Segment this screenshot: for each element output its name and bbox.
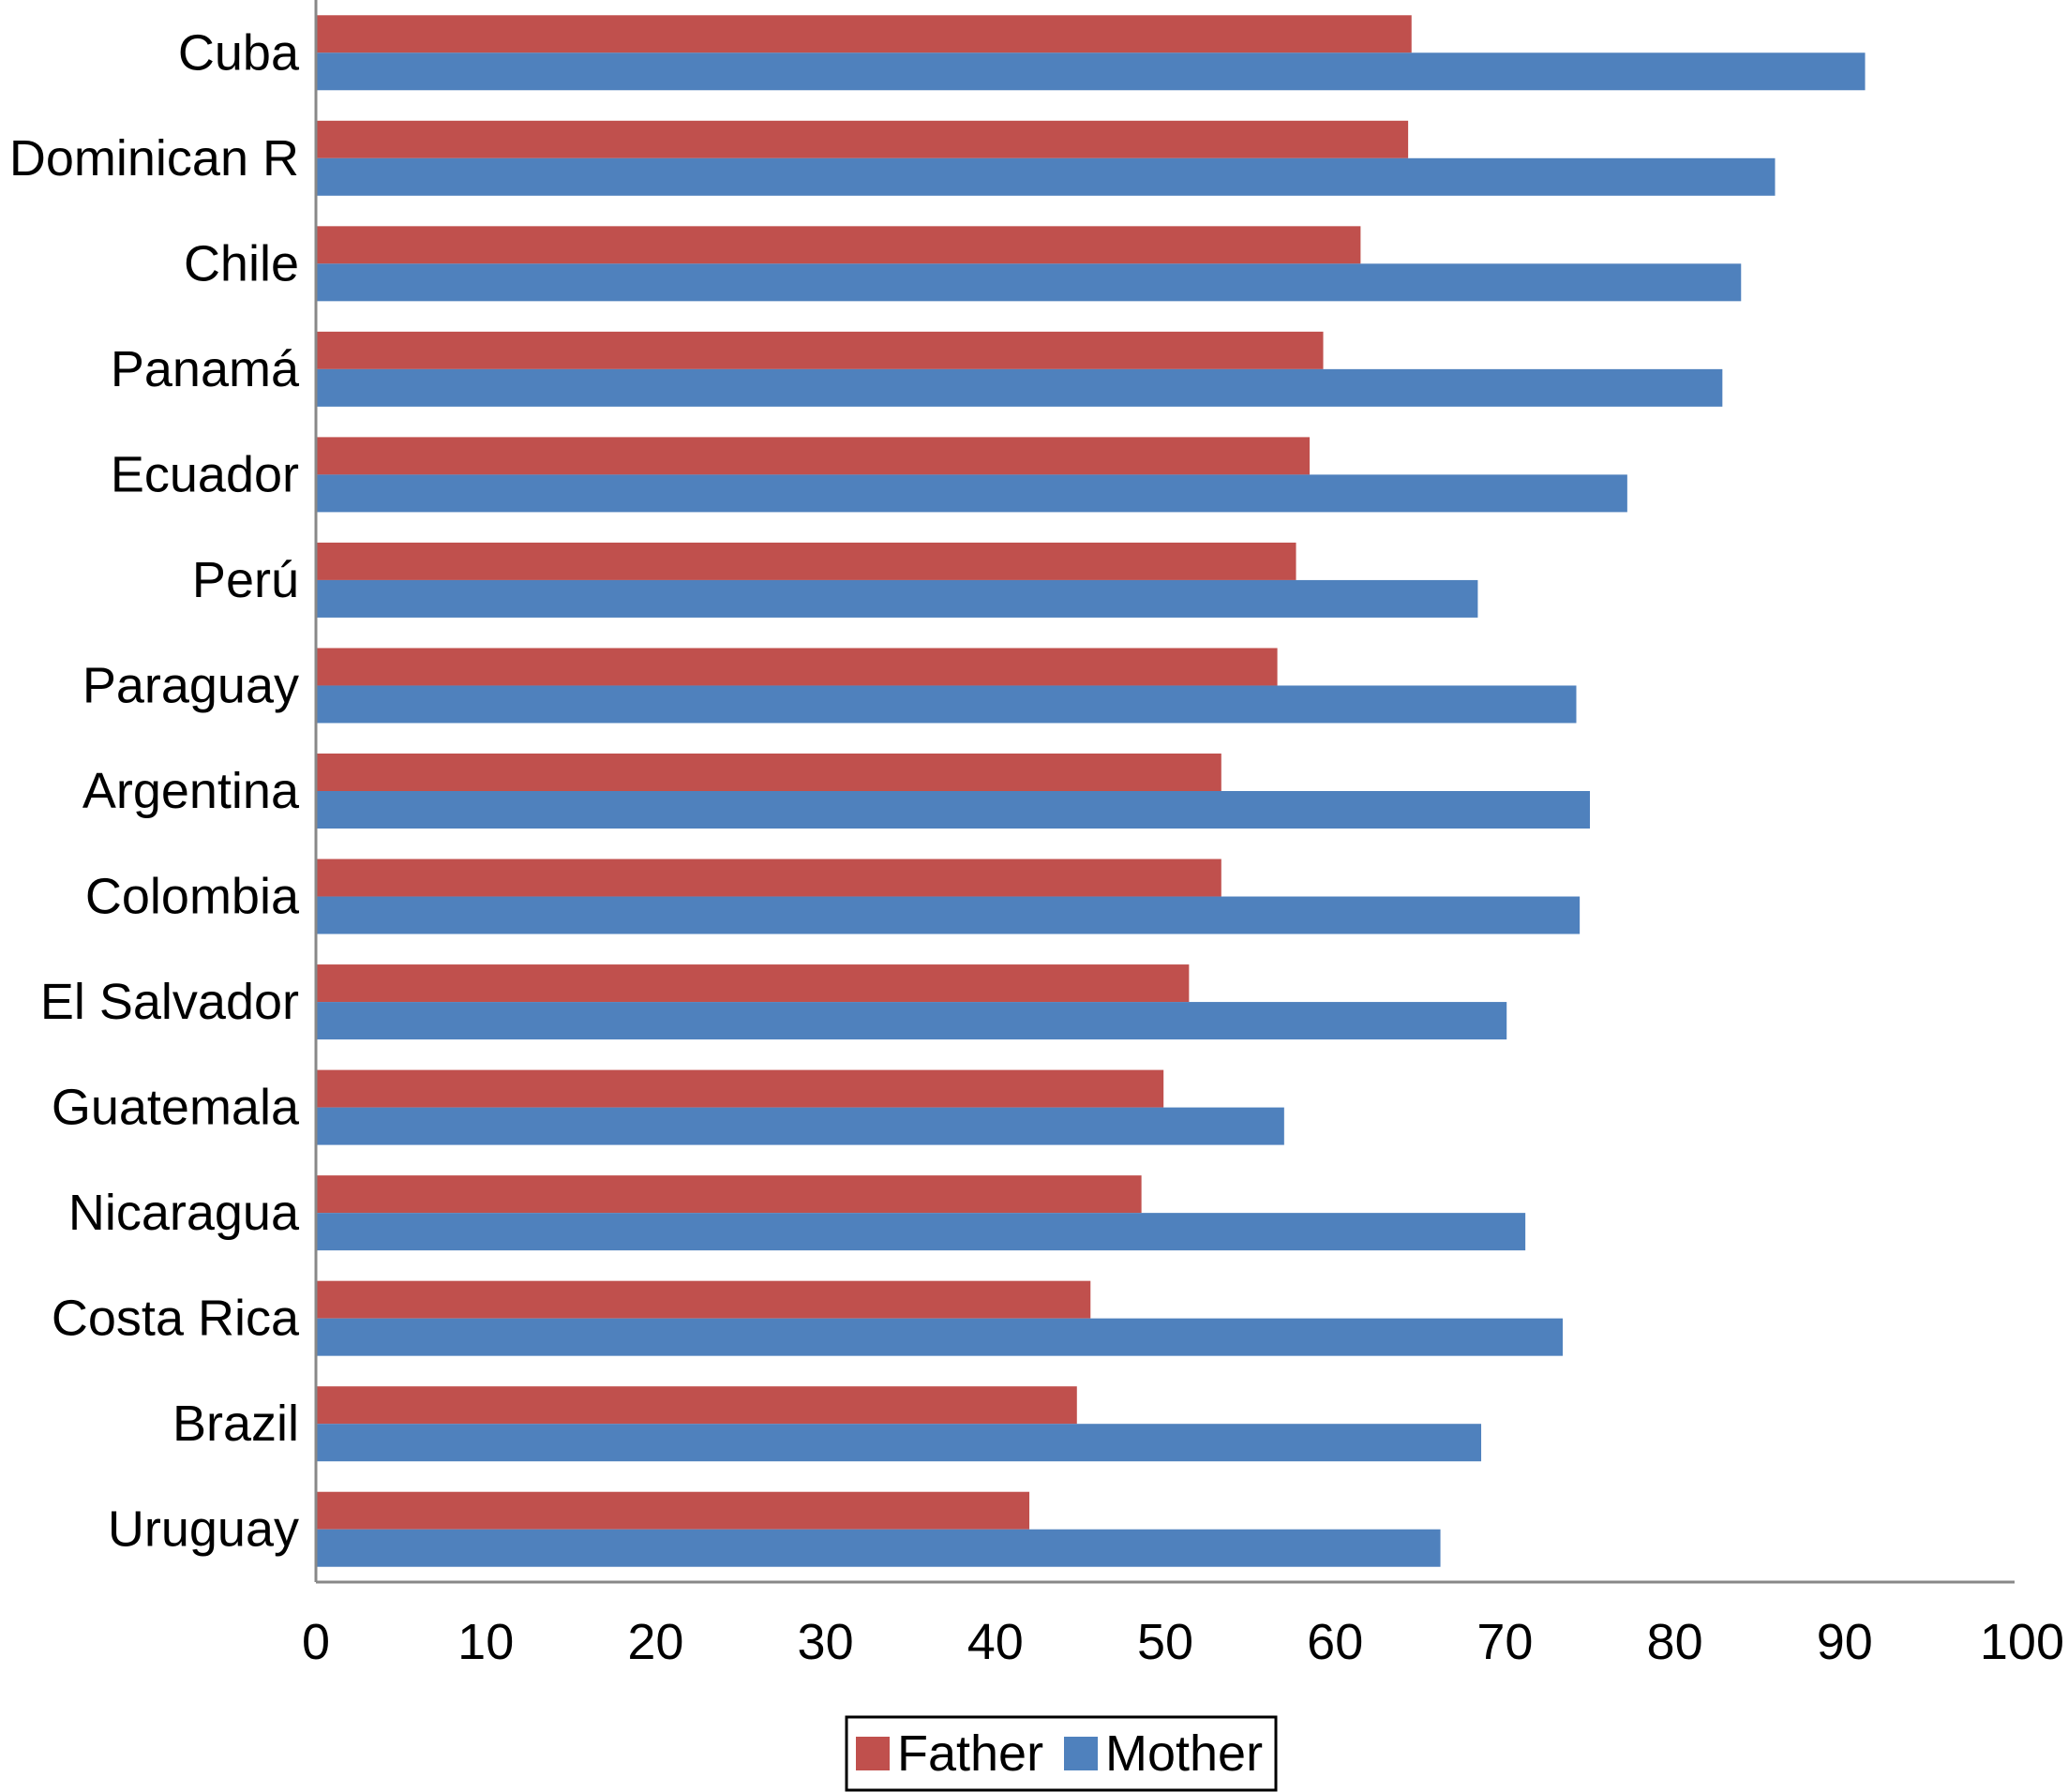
legend-label-father: Father	[897, 1725, 1043, 1782]
bar-father-paraguay	[316, 648, 1278, 686]
bar-father-cuba	[316, 15, 1412, 53]
bar-father-nicaragua	[316, 1175, 1142, 1214]
x-tick-label-60: 60	[1307, 1614, 1363, 1670]
category-label-brazil: Brazil	[172, 1396, 299, 1452]
x-tick-label-0: 0	[302, 1614, 330, 1670]
bars-layer	[316, 15, 1866, 1567]
bar-mother-costa-rica	[316, 1318, 1564, 1356]
category-label-costa-rica: Costa Rica	[52, 1291, 300, 1347]
x-tick-label-40: 40	[967, 1614, 1024, 1670]
x-tick-label-80: 80	[1647, 1614, 1703, 1670]
bar-mother-guatemala	[316, 1107, 1284, 1145]
category-label-chile: Chile	[184, 235, 299, 291]
bar-father-ecuador	[316, 437, 1311, 475]
category-label-uruguay: Uruguay	[108, 1501, 299, 1558]
legend-box	[845, 1715, 1278, 1792]
legend-swatch-mother	[1064, 1737, 1098, 1770]
x-tick-label-20: 20	[627, 1614, 683, 1670]
x-tick-label-70: 70	[1476, 1614, 1533, 1670]
bar-father-costa-rica	[316, 1280, 1091, 1319]
bar-father-chile	[316, 226, 1361, 264]
category-label-ecuador: Ecuador	[111, 446, 299, 502]
x-tick-label-30: 30	[798, 1614, 854, 1670]
bar-father-peru	[316, 542, 1296, 580]
axes-layer	[314, 0, 2015, 1584]
bar-mother-cuba	[316, 52, 1866, 91]
bar-father-brazil	[316, 1386, 1077, 1425]
category-label-nicaragua: Nicaragua	[68, 1185, 300, 1241]
category-label-dominican-r: Dominican R	[9, 130, 299, 187]
category-labels: Cuba Dominican R Chile Panamá Ecuador Perú Par…	[9, 24, 300, 1557]
bar-mother-chile	[316, 263, 1742, 302]
bar-mother-dominican-r	[316, 157, 1776, 196]
bar-mother-brazil	[316, 1424, 1482, 1462]
bar-mother-peru	[316, 579, 1478, 618]
bar-father-panama	[316, 331, 1324, 369]
x-tick-label-100: 100	[1980, 1614, 2064, 1670]
bar-mother-el-salvador	[316, 1002, 1507, 1040]
bar-father-colombia	[316, 859, 1221, 897]
category-label-colombia: Colombia	[85, 869, 300, 925]
bar-father-guatemala	[316, 1069, 1164, 1108]
bar-father-dominican-r	[316, 120, 1409, 158]
category-label-cuba: Cuba	[178, 24, 300, 81]
bar-mother-ecuador	[316, 474, 1627, 513]
category-label-panama: Panamá	[111, 341, 300, 397]
legend-label-mother: Mother	[1105, 1725, 1263, 1782]
legend: Father Mother	[845, 1715, 1278, 1792]
bar-mother-uruguay	[316, 1529, 1441, 1567]
x-tick-label-90: 90	[1817, 1614, 1873, 1670]
bar-father-uruguay	[316, 1491, 1030, 1530]
category-label-el-salvador: El Salvador	[40, 974, 299, 1030]
category-label-guatemala: Guatemala	[52, 1080, 300, 1136]
category-label-argentina: Argentina	[82, 763, 300, 819]
bar-mother-panama	[316, 368, 1723, 407]
bar-mother-nicaragua	[316, 1213, 1526, 1251]
category-label-peru: Perú	[192, 552, 299, 608]
bar-mother-colombia	[316, 896, 1581, 934]
bar-mother-paraguay	[316, 685, 1577, 724]
bar-father-el-salvador	[316, 964, 1190, 1003]
bar-mother-argentina	[316, 791, 1590, 829]
x-tick-label-50: 50	[1137, 1614, 1193, 1670]
legend-swatch-father	[856, 1737, 890, 1770]
category-label-paraguay: Paraguay	[82, 657, 299, 713]
bar-father-argentina	[316, 754, 1221, 791]
x-tick-labels: 0 10 20 30 40 50 60 70 80 90 100	[302, 1614, 2064, 1670]
x-tick-label-10: 10	[457, 1614, 514, 1670]
